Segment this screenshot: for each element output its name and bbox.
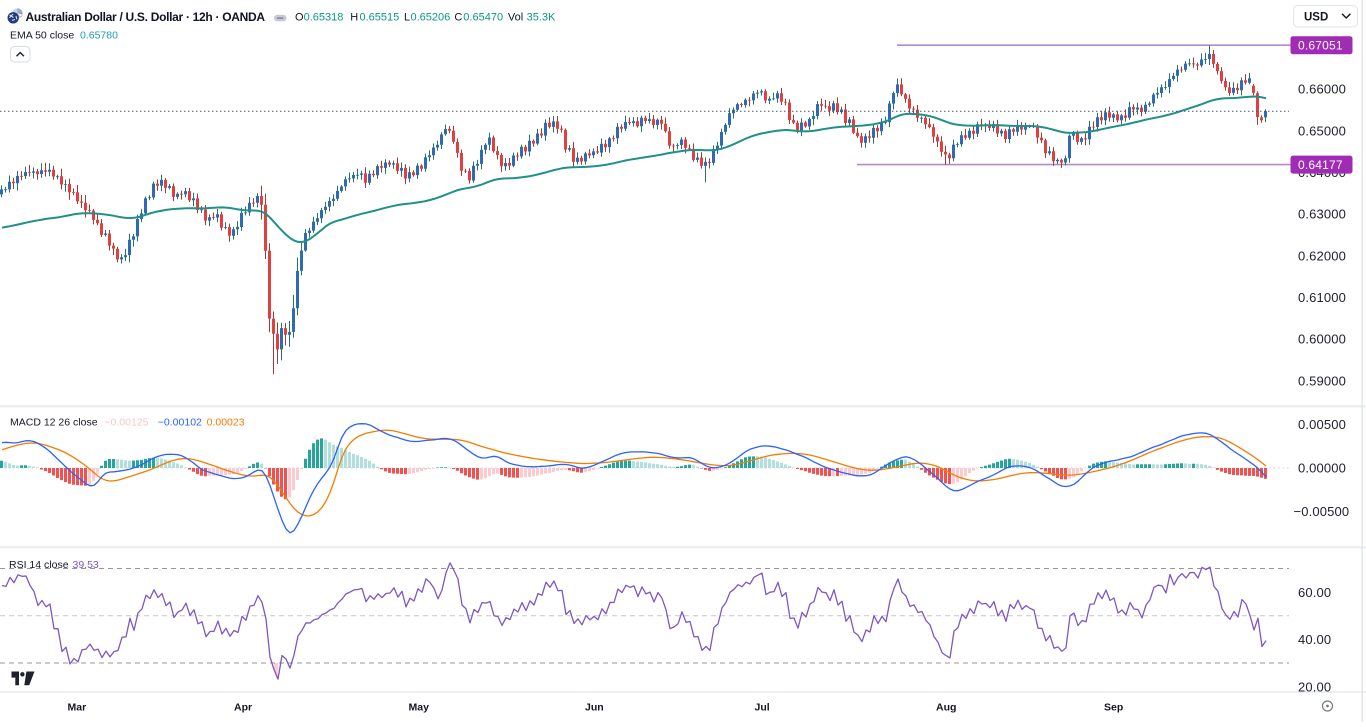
svg-text:L: L: [404, 11, 410, 23]
svg-text:0.61000: 0.61000: [1298, 290, 1346, 305]
svg-text:0.64177: 0.64177: [1298, 158, 1343, 172]
svg-text:EMA 50 close: EMA 50 close: [10, 30, 74, 42]
svg-text:MACD 12 26 close: MACD 12 26 close: [10, 416, 98, 428]
svg-text:Apr: Apr: [234, 702, 252, 714]
svg-text:39.53: 39.53: [73, 559, 99, 571]
svg-text:Mar: Mar: [68, 702, 87, 714]
svg-text:0.00500: 0.00500: [1298, 417, 1346, 432]
svg-text:Vol: Vol: [508, 11, 523, 23]
svg-text:60.00: 60.00: [1298, 585, 1331, 600]
svg-text:Jul: Jul: [755, 702, 770, 714]
svg-text:Aug: Aug: [936, 702, 956, 714]
svg-text:40.00: 40.00: [1298, 632, 1331, 647]
svg-text:0.62000: 0.62000: [1298, 248, 1346, 263]
svg-text:C: C: [454, 11, 462, 23]
svg-text:0.65780: 0.65780: [80, 30, 118, 42]
svg-text:Jun: Jun: [585, 702, 604, 714]
svg-text:0.66000: 0.66000: [1298, 82, 1346, 97]
svg-text:0.65206: 0.65206: [411, 11, 451, 23]
svg-text:RSI 14 close: RSI 14 close: [9, 559, 69, 571]
svg-text:H: H: [350, 11, 358, 23]
svg-text:0.00000: 0.00000: [1298, 461, 1346, 476]
svg-text:Sep: Sep: [1104, 702, 1123, 714]
svg-text:Australian Dollar / U.S. Dolla: Australian Dollar / U.S. Dollar · 12h · …: [26, 10, 266, 24]
svg-text:0.60000: 0.60000: [1298, 332, 1346, 347]
svg-text:0.00023: 0.00023: [207, 416, 245, 428]
svg-text:May: May: [409, 702, 430, 714]
svg-text:−0.00125: −0.00125: [104, 416, 148, 428]
svg-text:0.59000: 0.59000: [1298, 373, 1346, 388]
svg-text:USD: USD: [1304, 12, 1328, 24]
svg-text:20.00: 20.00: [1298, 679, 1331, 694]
svg-text:−0.00500: −0.00500: [1294, 504, 1350, 519]
svg-text:0.65515: 0.65515: [360, 11, 400, 23]
svg-text:35.3K: 35.3K: [527, 11, 556, 23]
svg-text:0.65470: 0.65470: [463, 11, 503, 23]
svg-text:0.67051: 0.67051: [1298, 38, 1343, 52]
svg-text:0.63000: 0.63000: [1298, 207, 1346, 222]
svg-text:0.65318: 0.65318: [304, 11, 344, 23]
svg-text:−0.00102: −0.00102: [158, 416, 202, 428]
svg-text:0.65000: 0.65000: [1298, 123, 1346, 138]
svg-text:O: O: [295, 11, 304, 23]
